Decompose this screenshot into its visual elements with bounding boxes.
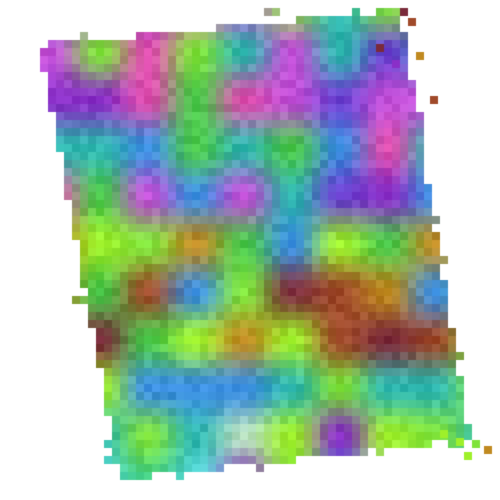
- noise-image: [0, 0, 500, 500]
- noise-canvas: [0, 0, 500, 500]
